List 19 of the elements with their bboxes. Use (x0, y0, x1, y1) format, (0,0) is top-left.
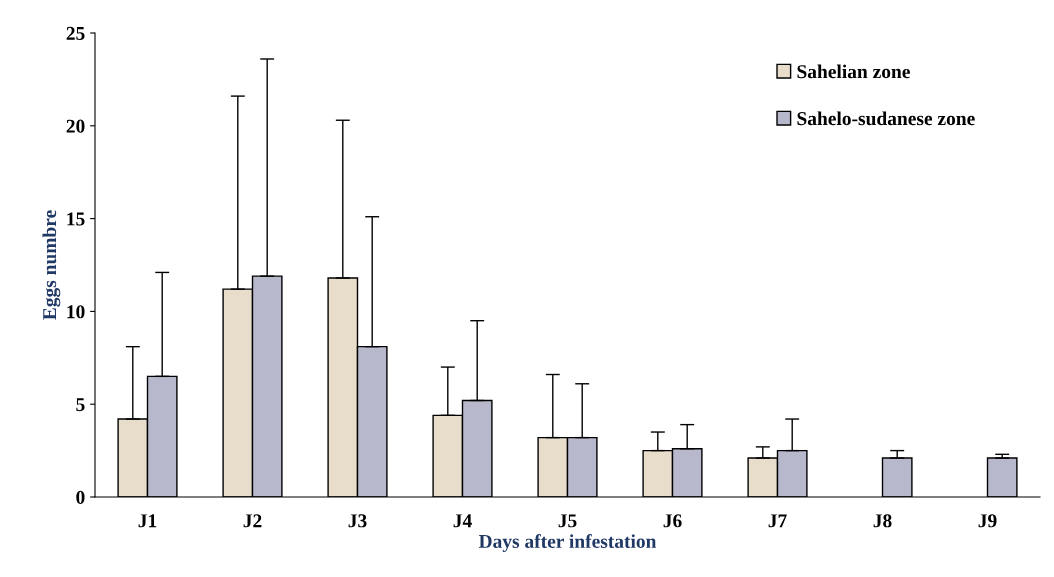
y-tick-label: 0 (76, 490, 85, 504)
x-tick-label: J6 (663, 514, 682, 528)
legend-label: Sahelo-sudanese zone (797, 111, 975, 126)
x-tick-label: J4 (453, 514, 472, 528)
y-tick-label: 25 (66, 26, 85, 40)
x-tick-label: J2 (243, 514, 262, 528)
x-axis-title: Days after infestation (478, 534, 657, 552)
x-tick-label: J3 (348, 514, 367, 528)
x-tick-label: J5 (558, 514, 577, 528)
x-tick-label: J8 (873, 514, 892, 528)
y-tick-label: 20 (66, 119, 85, 133)
x-tick-label: J1 (138, 514, 157, 528)
legend-label: Sahelian zone (797, 64, 910, 79)
y-tick-label: 5 (76, 398, 85, 412)
y-tick-label: 15 (67, 212, 85, 226)
x-tick-label: J9 (978, 514, 997, 528)
y-tick-label: 10 (67, 305, 85, 319)
y-axis-title: Eggs numbre (42, 210, 61, 320)
x-tick-label: J7 (768, 514, 787, 528)
